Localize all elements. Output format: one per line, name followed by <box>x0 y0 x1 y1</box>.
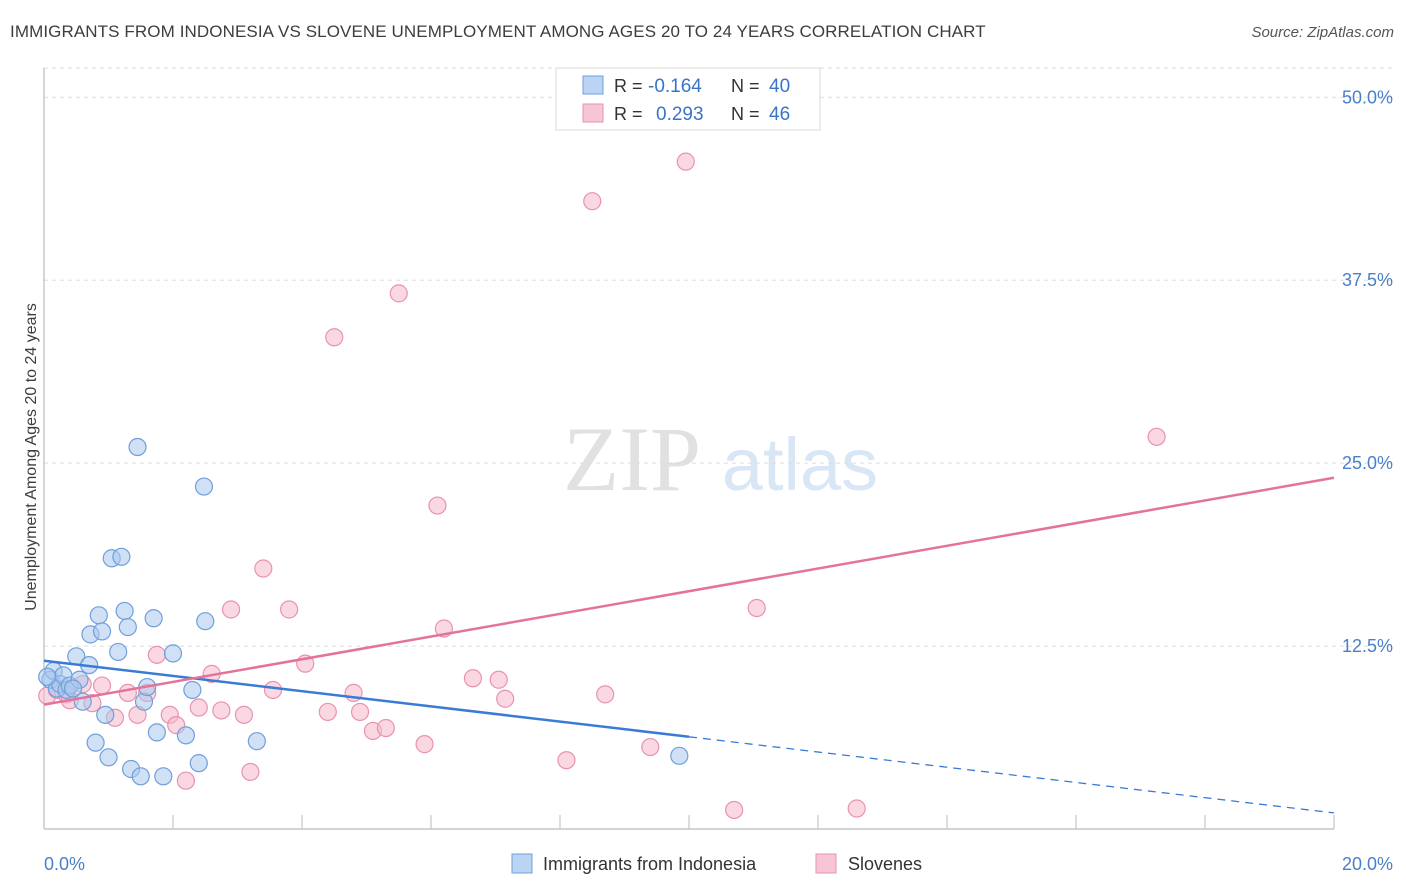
slovenes-point <box>325 328 344 347</box>
source-label: Source: ZipAtlas.com <box>1251 24 1394 41</box>
slovenes-point <box>496 689 515 708</box>
series-legend-swatch-blue <box>511 853 533 874</box>
y-tick-label: 37.5% <box>1342 270 1393 290</box>
indonesia-point <box>118 617 137 637</box>
slovenes-point <box>725 800 744 820</box>
slovenes-point <box>280 600 299 619</box>
chart-title: IMMIGRANTS FROM INDONESIA VS SLOVENE UNE… <box>10 22 986 41</box>
indonesia-point <box>96 705 115 724</box>
slovenes-point <box>583 192 602 211</box>
indonesia-point <box>247 732 266 751</box>
legend-r-label-1: R = <box>614 76 643 96</box>
slovenes-point <box>241 762 260 782</box>
indonesia-point <box>86 733 105 752</box>
y-tick-label: 50.0% <box>1342 87 1393 107</box>
indonesia-point <box>196 612 215 631</box>
legend-swatch-pink <box>582 103 604 123</box>
indonesia-point <box>183 680 202 700</box>
legend-n-value-1: 40 <box>769 76 790 97</box>
slovenes-point <box>489 670 508 689</box>
indonesia-trend-extension <box>688 736 1335 814</box>
slovenes-point <box>641 737 660 757</box>
indonesia-point <box>89 606 108 625</box>
x-tick-label-max: 20.0% <box>1342 854 1393 874</box>
legend-r-value-1: -0.164 <box>648 76 702 97</box>
indonesia-point <box>131 767 150 786</box>
slovenes-point <box>176 771 195 790</box>
trend-lines <box>43 476 1335 814</box>
slovenes-point <box>234 705 254 724</box>
legend-r-value-2: 0.293 <box>656 104 704 125</box>
slovenes-point <box>596 685 615 704</box>
slovenes-point <box>318 702 337 722</box>
x-tick-label-min: 0.0% <box>44 854 85 874</box>
watermark-atlas: atlas <box>722 423 878 506</box>
indonesia-point <box>99 748 118 767</box>
indonesia-point <box>670 746 689 765</box>
slovenes-point <box>376 718 395 738</box>
slovenes-point <box>1147 427 1166 446</box>
slovenes-point <box>676 152 695 171</box>
indonesia-point <box>147 723 166 742</box>
indonesia-point <box>163 644 183 663</box>
series-legend-label-blue: Immigrants from Indonesia <box>543 854 757 874</box>
legend-swatch-blue <box>582 75 604 95</box>
indonesia-point <box>176 726 195 745</box>
indonesia-trend-line <box>43 659 690 739</box>
indonesia-point <box>134 692 154 711</box>
stats-legend: R = -0.164 N = 40 R = 0.293 N = 46 <box>555 67 821 131</box>
indonesia-point <box>189 754 208 773</box>
slovenes-point <box>254 559 273 578</box>
legend-r-label-2: R = <box>614 104 643 124</box>
legend-n-value-2: 46 <box>769 104 790 125</box>
series-legend-label-pink: Slovenes <box>848 854 922 874</box>
indonesia-points <box>38 437 689 786</box>
watermark-zip: ZIP <box>563 408 701 510</box>
slovenes-point <box>557 751 576 770</box>
series-legend-swatch-pink <box>815 853 837 874</box>
slovenes-point <box>428 496 447 515</box>
slovenes-point <box>221 600 241 619</box>
indonesia-point <box>109 642 128 662</box>
y-tick-labels: 12.5% 25.0% 37.5% 50.0% <box>1342 87 1393 656</box>
indonesia-point <box>38 667 57 686</box>
slovenes-trend-line <box>43 476 1335 706</box>
slovenes-point <box>147 645 166 664</box>
slovenes-point <box>847 799 866 818</box>
indonesia-point <box>115 601 134 621</box>
series-legend: Immigrants from Indonesia Slovenes <box>511 853 922 874</box>
indonesia-point <box>92 622 112 641</box>
y-tick-label: 12.5% <box>1342 636 1393 656</box>
indonesia-point <box>112 547 131 566</box>
slovenes-point <box>263 680 283 700</box>
slovenes-point <box>463 669 483 688</box>
x-ticks <box>172 815 1335 829</box>
indonesia-point <box>128 437 147 457</box>
slovenes-point <box>389 284 408 303</box>
slovenes-point <box>350 702 370 722</box>
indonesia-point <box>144 609 163 628</box>
slovenes-point <box>189 698 208 717</box>
slovenes-point <box>118 683 137 702</box>
slovenes-point <box>747 598 766 618</box>
slovenes-point <box>92 676 112 695</box>
slovenes-point <box>212 701 231 720</box>
legend-n-label-2: N = <box>731 104 760 124</box>
indonesia-point <box>63 679 83 698</box>
indonesia-point <box>154 767 173 786</box>
y-tick-label: 25.0% <box>1342 453 1393 473</box>
legend-n-label-1: N = <box>731 76 760 96</box>
y-axis-label: Unemployment Among Ages 20 to 24 years <box>23 303 40 611</box>
slovenes-point <box>415 735 434 754</box>
grid <box>44 67 1392 647</box>
indonesia-point <box>194 477 214 496</box>
